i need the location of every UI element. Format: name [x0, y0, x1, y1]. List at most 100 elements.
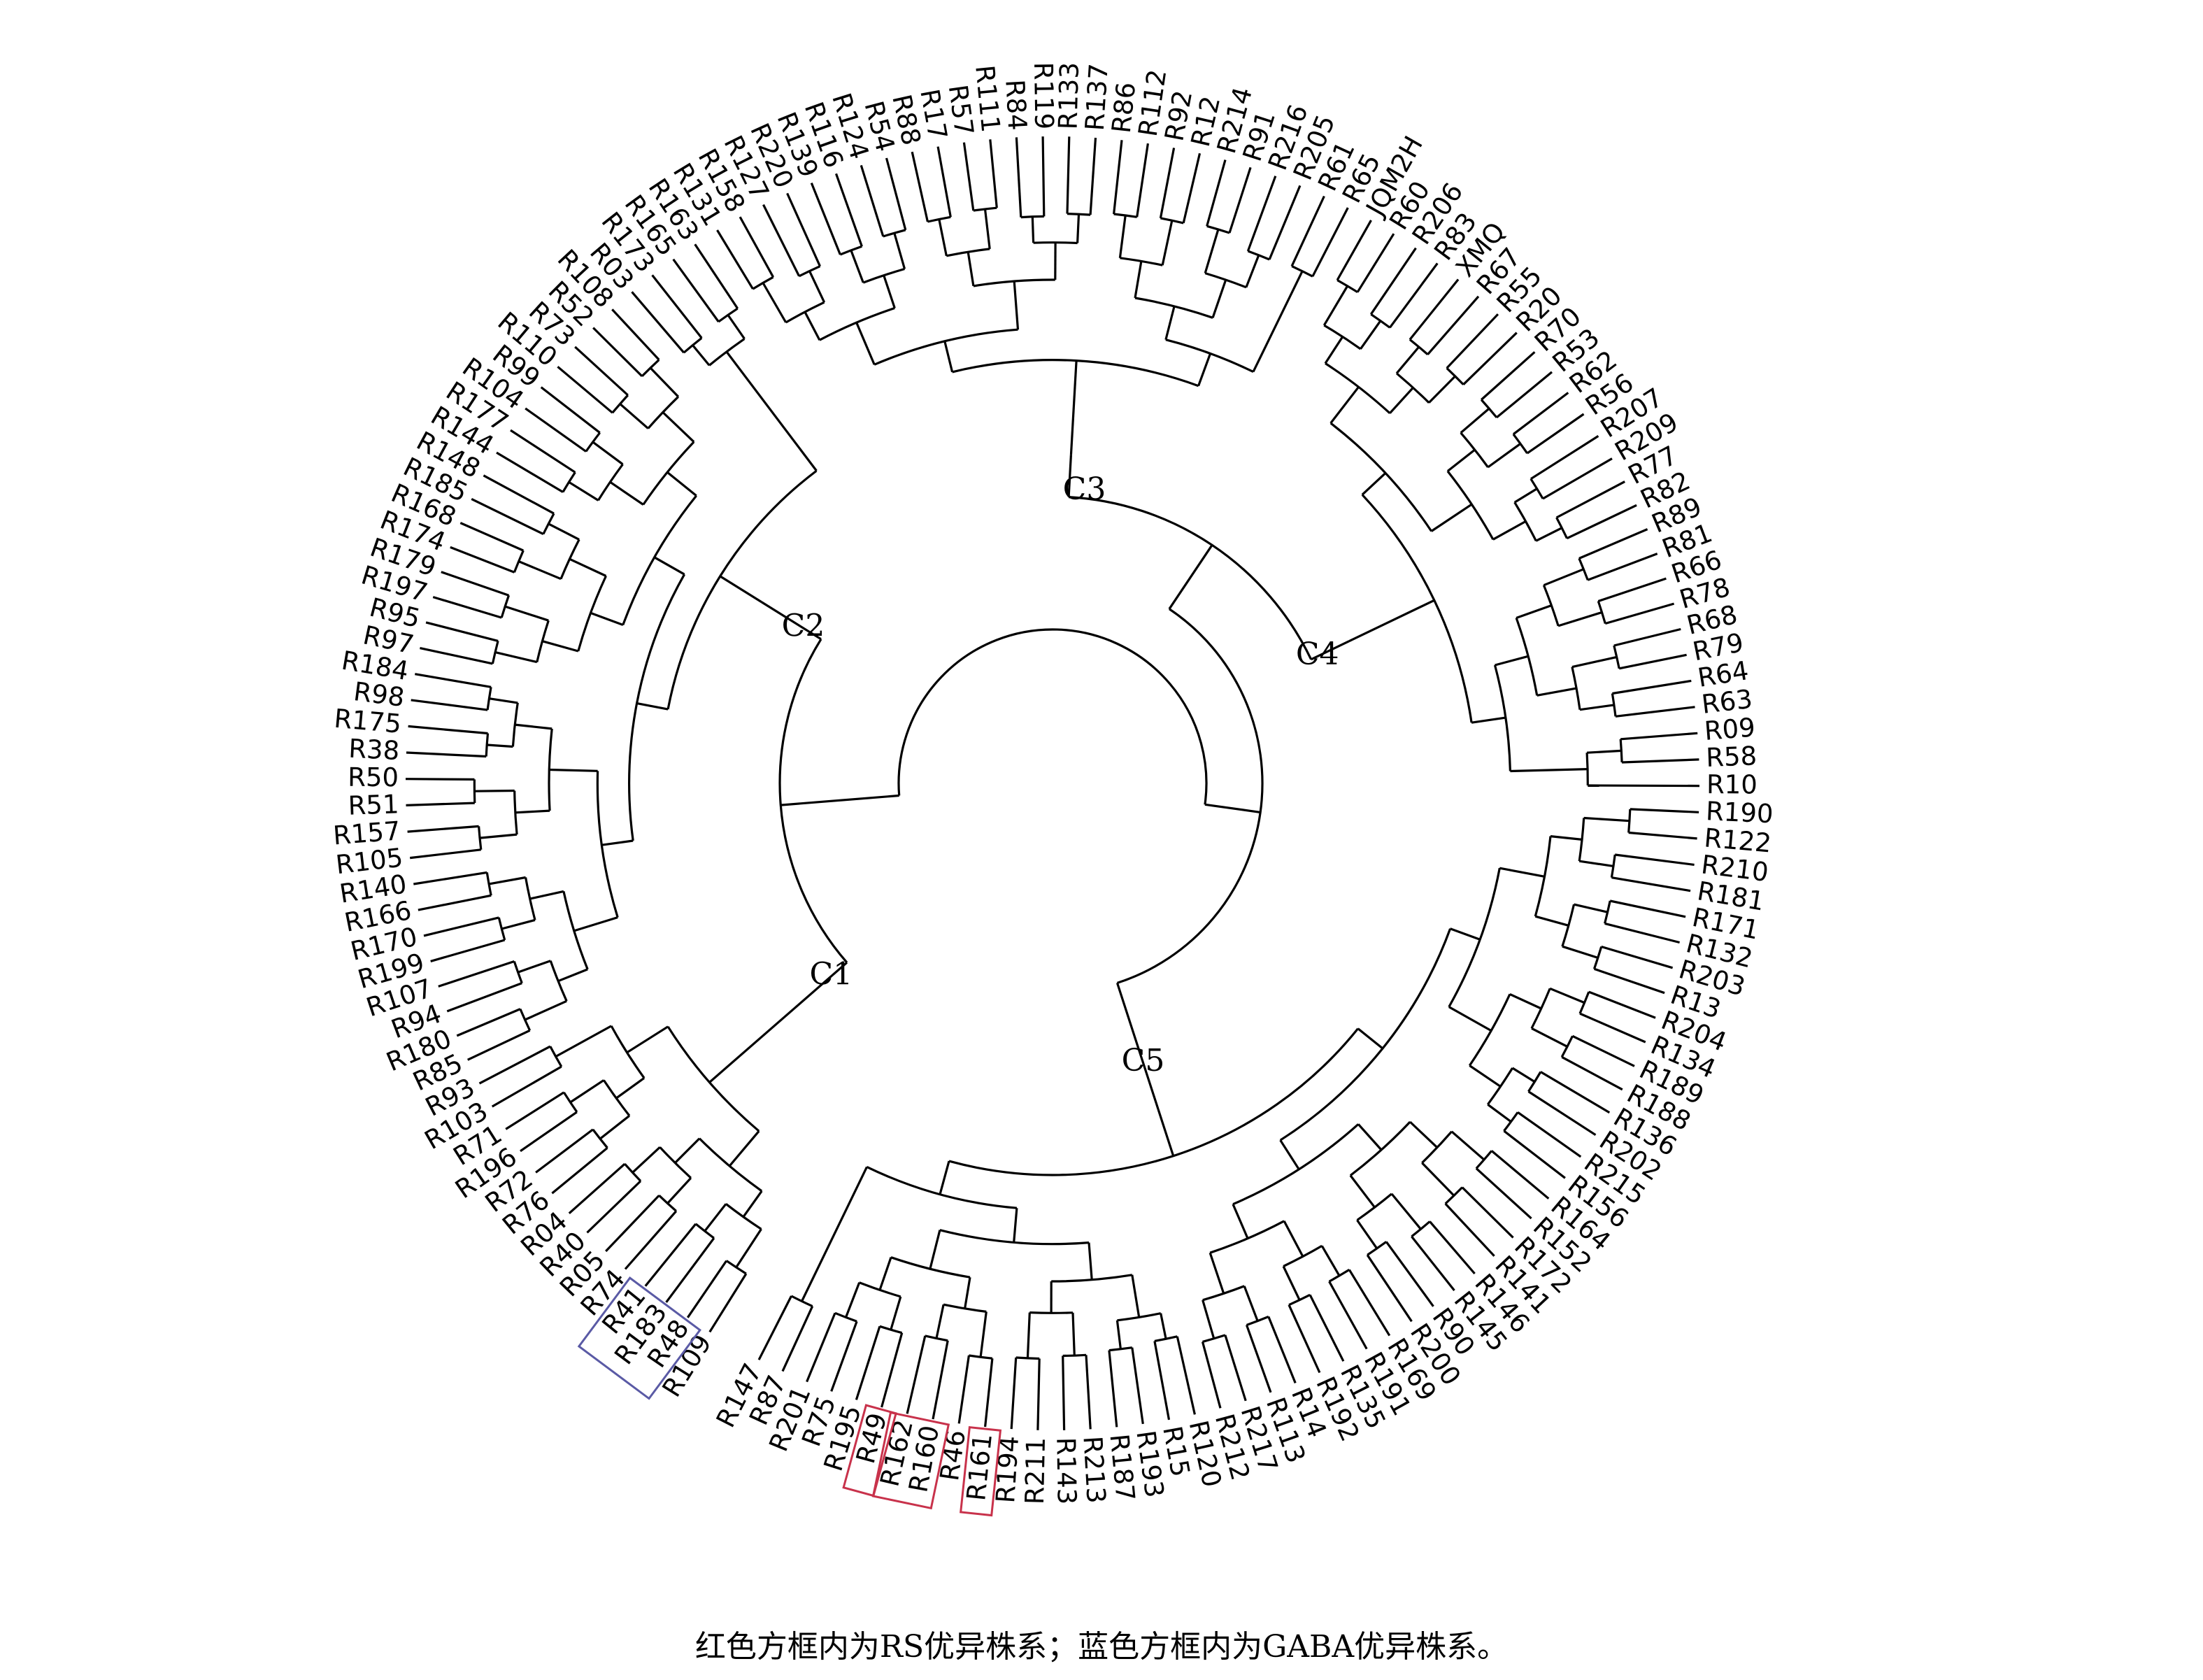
branch-line	[1322, 285, 1348, 326]
branch-line	[1543, 568, 1584, 587]
branch-line	[672, 258, 720, 322]
branch-line	[504, 605, 549, 622]
branch-line	[704, 1203, 727, 1232]
branch-line	[510, 429, 576, 474]
branch-line	[653, 556, 685, 576]
leaf-label: R122	[1703, 823, 1773, 858]
branch-arc	[1527, 1071, 1542, 1092]
branch-line	[1561, 1055, 1623, 1091]
branch-line	[1267, 1316, 1297, 1384]
branch-arc	[1561, 904, 1576, 947]
branch-arc	[491, 640, 499, 664]
branch-line	[1495, 655, 1529, 667]
branch-line	[557, 968, 588, 983]
branch-line	[1587, 553, 1658, 581]
branch-line	[1309, 1294, 1345, 1362]
branch-arc	[1542, 585, 1560, 627]
branch-line	[938, 219, 948, 257]
branch-line	[1618, 653, 1687, 670]
branch-arc	[1069, 496, 1313, 660]
branch-line	[1228, 166, 1252, 234]
branch-arc	[513, 960, 523, 984]
branch-line	[1182, 152, 1202, 224]
branch-line	[1385, 1241, 1434, 1307]
branch-arc	[485, 872, 492, 896]
branch-line	[425, 621, 499, 642]
leaf-label: R51	[348, 789, 399, 820]
branch-line	[1530, 435, 1599, 480]
branch-arc	[624, 1163, 642, 1182]
highlight-boxes	[577, 1276, 1002, 1517]
branch-line	[1328, 1281, 1368, 1350]
branch-line	[665, 1237, 715, 1303]
branch-arc	[1460, 432, 1489, 468]
branch-line	[1329, 386, 1360, 424]
branch-line	[1108, 1350, 1118, 1428]
branch-line	[936, 146, 952, 218]
highlight-box	[577, 1276, 701, 1400]
branch-line	[515, 723, 552, 730]
branch-arc	[1448, 867, 1501, 1008]
branch-line	[1366, 1254, 1413, 1323]
branch-line	[1503, 1130, 1566, 1179]
leaf-label: R157	[332, 816, 401, 850]
branch-line	[1389, 262, 1439, 329]
branch-line	[1356, 1219, 1378, 1249]
branch-line	[1290, 195, 1325, 267]
branch-line	[456, 1008, 521, 1037]
branch-line	[474, 789, 515, 792]
branch-line	[592, 441, 624, 466]
branch-line	[725, 350, 818, 472]
branch-arc	[862, 267, 905, 284]
branch-line	[1427, 295, 1480, 355]
branch-line	[1389, 387, 1414, 414]
branch-line	[626, 1025, 669, 1054]
branch-line	[1206, 159, 1227, 227]
highlight-box	[842, 1404, 897, 1497]
branch-arc	[897, 628, 1208, 805]
branch-line	[1015, 137, 1022, 218]
branch-line	[1245, 1324, 1272, 1393]
branch-line	[1013, 1208, 1018, 1243]
branch-line	[1176, 1336, 1196, 1415]
branch-arc	[725, 1203, 762, 1230]
branch-line	[1409, 1120, 1439, 1148]
branch-line	[491, 1065, 562, 1108]
figure-caption: 红色方框内为RS优异株系；蓝色方框内为GABA优异株系。	[694, 1629, 1509, 1665]
branch-line	[1531, 1027, 1568, 1048]
branch-line	[979, 1311, 988, 1358]
branch-line	[1571, 655, 1618, 669]
branch-line	[651, 274, 703, 339]
branch-arc	[1627, 809, 1632, 833]
branch-line	[496, 451, 564, 493]
leaf-label: R86	[1106, 81, 1142, 135]
branch-line	[1153, 1341, 1171, 1421]
branch-line	[781, 1305, 814, 1372]
branch-arc	[943, 1303, 987, 1313]
branch-arc	[559, 539, 580, 580]
branch-line	[1204, 803, 1261, 813]
branch-line	[808, 270, 826, 303]
branch-line	[1481, 351, 1536, 401]
branch-line	[757, 1295, 792, 1360]
branch-line	[1161, 220, 1174, 266]
branch-line	[1622, 758, 1699, 764]
branch-arc	[542, 513, 555, 535]
branch-line	[806, 1312, 836, 1383]
branch-line	[1159, 148, 1176, 219]
branch-arc	[1325, 362, 1391, 414]
branch-arc	[1329, 422, 1433, 532]
branch-line	[1160, 1313, 1167, 1339]
branch-line	[1088, 1242, 1093, 1280]
branch-line	[1609, 899, 1686, 918]
branch-line	[1527, 1090, 1597, 1137]
branch-line	[1036, 1358, 1041, 1430]
branch-line	[569, 557, 607, 577]
branch-arc	[577, 575, 607, 652]
branch-line	[1550, 835, 1583, 841]
branch-line	[601, 839, 634, 846]
dendrogram-branches	[405, 136, 1700, 1430]
branch-line	[1409, 278, 1460, 341]
branch-line	[555, 1025, 612, 1058]
branch-line	[471, 497, 544, 536]
